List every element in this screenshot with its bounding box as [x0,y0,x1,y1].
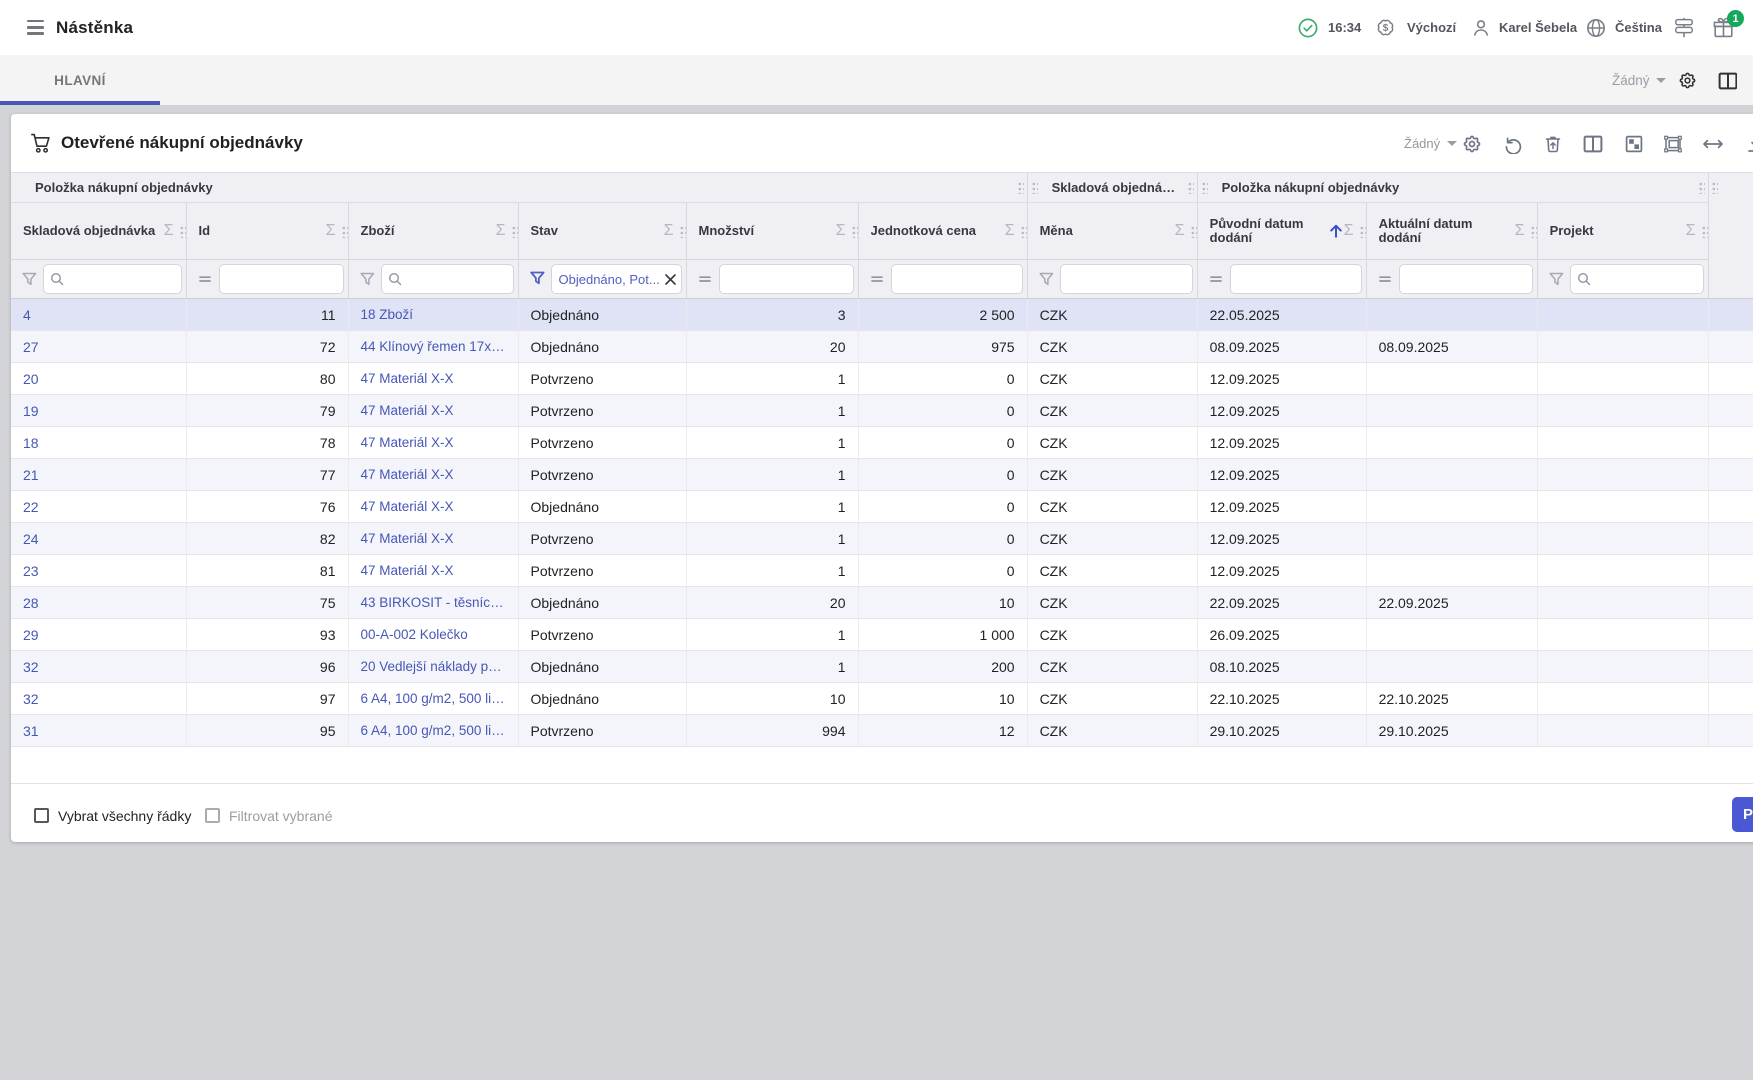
svg-text:$: $ [1383,23,1389,34]
